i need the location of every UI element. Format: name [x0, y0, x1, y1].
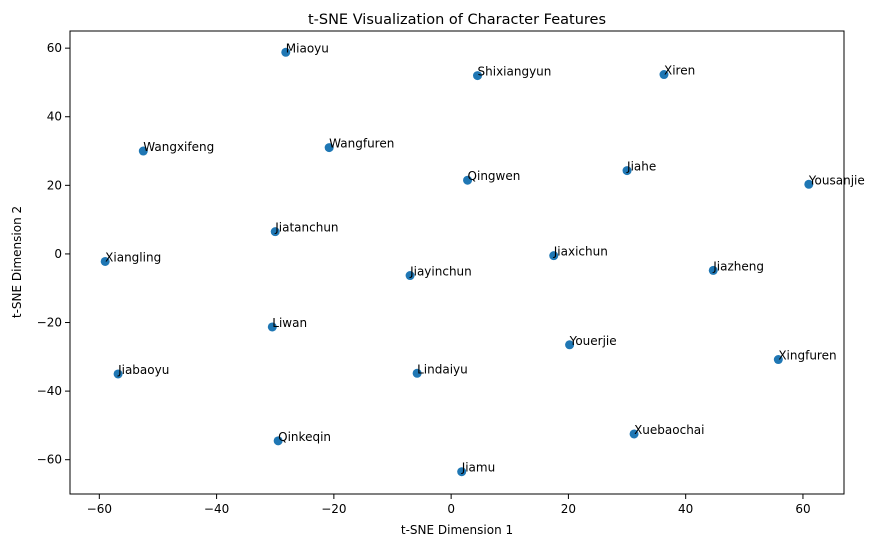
point-label: Qinkeqin [278, 430, 331, 444]
point-label: Jiabaoyu [117, 363, 169, 377]
point-label: Wangxifeng [143, 140, 214, 154]
point-label: Shixiangyun [478, 65, 552, 79]
point-label: Yousanjie [808, 173, 865, 187]
data-point [412, 368, 422, 378]
x-axis: −60 −40 −20 0 20 40 60 [87, 494, 811, 516]
point-label: Jiahe [626, 160, 656, 174]
data-point [804, 179, 814, 189]
data-point [138, 146, 148, 156]
data-point [267, 322, 277, 332]
point-label: Xiangling [105, 250, 161, 264]
point-label: Xingfuren [778, 349, 836, 363]
data-point [622, 166, 632, 176]
data-point [565, 340, 575, 350]
point-label: Jiamu [461, 461, 496, 475]
data-point [113, 369, 123, 379]
data-point [100, 256, 110, 266]
y-tick-label: 0 [54, 247, 62, 261]
data-point [281, 47, 291, 57]
point-label: Xiren [664, 64, 695, 78]
point-label: Jiaxichun [553, 245, 608, 259]
point-label: Miaoyu [286, 41, 329, 55]
y-tick-label: −60 [37, 453, 62, 467]
x-tick-label: 60 [795, 502, 810, 516]
data-point [270, 227, 280, 237]
point-label: Jiayinchun [409, 265, 472, 279]
point-label: Wangfuren [329, 137, 394, 151]
chart-title: t-SNE Visualization of Character Feature… [308, 12, 606, 28]
plot-frame [69, 30, 845, 495]
data-point [549, 251, 559, 261]
data-point [273, 436, 283, 446]
data-point [463, 175, 473, 185]
point-label: Xuebaochai [634, 423, 704, 437]
y-tick-label: 20 [47, 178, 62, 192]
point-label: Lindaiyu [417, 362, 468, 376]
data-point [708, 265, 718, 275]
y-tick-label: −40 [37, 384, 62, 398]
y-tick-label: 60 [47, 41, 62, 55]
point-label: Youerjie [569, 334, 617, 348]
point-label: Qingwen [468, 169, 521, 183]
data-point [405, 271, 415, 281]
data-point [773, 355, 783, 365]
data-point [457, 467, 467, 477]
x-tick-label: −20 [321, 502, 346, 516]
y-axis: −60 −40 −20 0 20 40 60 [37, 41, 70, 467]
plot-area: Miaoyu Shixiangyun Xiren Wangxifeng Wangfure… [100, 41, 865, 477]
x-tick-label: 20 [561, 502, 576, 516]
y-tick-label: −20 [37, 316, 62, 330]
x-axis-label: t-SNE Dimension 1 [401, 523, 513, 537]
y-axis-label: t-SNE Dimension 2 [10, 206, 24, 318]
data-point [629, 429, 639, 439]
x-tick-label: −40 [204, 502, 229, 516]
x-tick-label: 0 [447, 502, 455, 516]
y-tick-label: 40 [47, 110, 62, 124]
x-tick-label: −60 [87, 502, 112, 516]
x-tick-label: 40 [678, 502, 693, 516]
data-point [659, 70, 669, 80]
point-label: Jiatanchun [274, 221, 338, 235]
data-point [324, 143, 334, 153]
point-label: Liwan [272, 316, 307, 330]
data-point [473, 71, 483, 81]
point-label: Jiazheng [712, 259, 764, 273]
